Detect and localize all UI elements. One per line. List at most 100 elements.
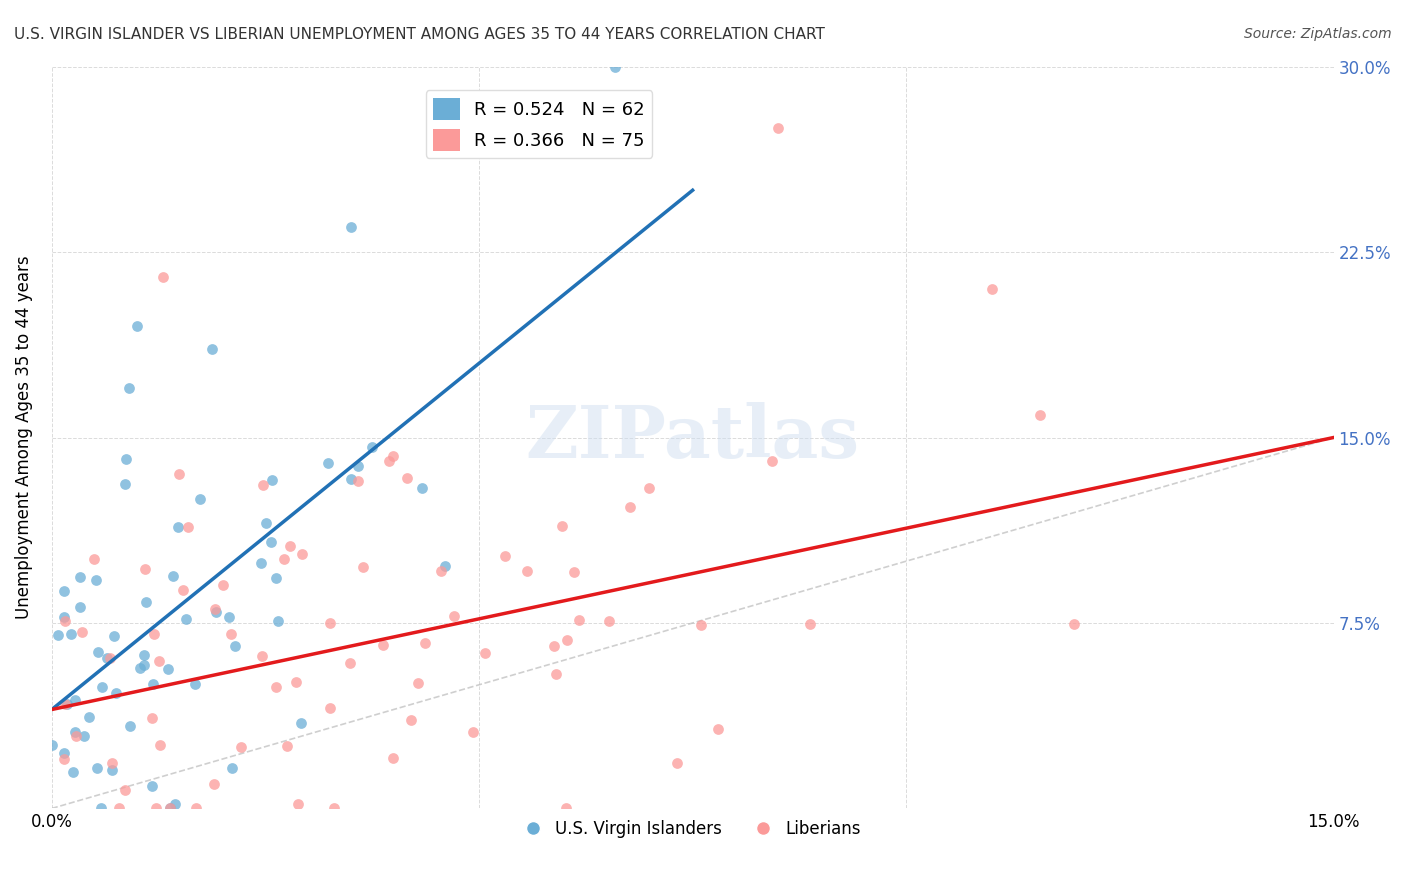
Point	[555, 633, 578, 648]
Point	[707, 723, 730, 737]
Point	[148, 654, 170, 668]
Point	[108, 801, 131, 815]
Point	[114, 477, 136, 491]
Point	[152, 269, 174, 284]
Point	[134, 561, 156, 575]
Point	[666, 756, 689, 770]
Point	[101, 756, 124, 770]
Point	[262, 473, 284, 487]
Point	[231, 740, 253, 755]
Point	[86, 645, 108, 659]
Point	[339, 472, 361, 486]
Point	[159, 801, 181, 815]
Point	[157, 662, 180, 676]
Point	[186, 801, 208, 815]
Point	[361, 440, 384, 454]
Point	[104, 685, 127, 699]
Point	[250, 648, 273, 663]
Point	[115, 452, 138, 467]
Point	[114, 782, 136, 797]
Point	[1029, 408, 1052, 422]
Point	[290, 547, 312, 561]
Point	[546, 667, 568, 681]
Point	[381, 449, 404, 463]
Point	[221, 626, 243, 640]
Point	[319, 615, 342, 630]
Point	[285, 675, 308, 690]
Point	[766, 121, 789, 136]
Point	[100, 763, 122, 777]
Point	[264, 681, 287, 695]
Point	[252, 478, 274, 492]
Point	[141, 711, 163, 725]
Point	[73, 729, 96, 743]
Point	[273, 552, 295, 566]
Point	[65, 693, 87, 707]
Point	[184, 677, 207, 691]
Point	[267, 614, 290, 628]
Point	[176, 611, 198, 625]
Point	[83, 551, 105, 566]
Point	[761, 454, 783, 468]
Point	[690, 618, 713, 632]
Point	[568, 613, 591, 627]
Point	[411, 482, 433, 496]
Point	[62, 765, 84, 780]
Point	[167, 520, 190, 534]
Point	[218, 610, 240, 624]
Point	[70, 625, 93, 640]
Point	[260, 535, 283, 549]
Point	[221, 761, 243, 775]
Point	[172, 582, 194, 597]
Text: Source: ZipAtlas.com: Source: ZipAtlas.com	[1244, 27, 1392, 41]
Point	[52, 747, 75, 761]
Point	[56, 698, 79, 712]
Point	[619, 500, 641, 515]
Point	[142, 626, 165, 640]
Point	[53, 614, 76, 628]
Point	[980, 282, 1002, 296]
Point	[554, 801, 576, 815]
Point	[149, 738, 172, 752]
Point	[638, 481, 661, 495]
Point	[339, 657, 361, 671]
Point	[141, 779, 163, 793]
Point	[340, 220, 363, 235]
Point	[347, 474, 370, 488]
Point	[69, 570, 91, 584]
Point	[224, 639, 246, 653]
Text: ZIPatlas: ZIPatlas	[526, 402, 859, 473]
Point	[63, 725, 86, 739]
Point	[98, 651, 121, 665]
Point	[135, 595, 157, 609]
Point	[53, 697, 76, 711]
Point	[142, 676, 165, 690]
Point	[319, 700, 342, 714]
Point	[494, 549, 516, 564]
Point	[543, 639, 565, 653]
Point	[118, 719, 141, 733]
Point	[60, 627, 83, 641]
Point	[396, 471, 419, 485]
Point	[52, 584, 75, 599]
Point	[127, 319, 149, 334]
Point	[103, 629, 125, 643]
Point	[799, 617, 821, 632]
Point	[204, 602, 226, 616]
Point	[86, 761, 108, 775]
Point	[290, 715, 312, 730]
Point	[129, 661, 152, 675]
Point	[177, 520, 200, 534]
Point	[132, 657, 155, 672]
Point	[53, 609, 76, 624]
Point	[377, 454, 399, 468]
Point	[347, 459, 370, 474]
Point	[254, 516, 277, 530]
Point	[69, 600, 91, 615]
Point	[204, 777, 226, 791]
Point	[433, 558, 456, 573]
Point	[77, 710, 100, 724]
Y-axis label: Unemployment Among Ages 35 to 44 years: Unemployment Among Ages 35 to 44 years	[15, 256, 32, 619]
Point	[41, 738, 63, 752]
Point	[212, 578, 235, 592]
